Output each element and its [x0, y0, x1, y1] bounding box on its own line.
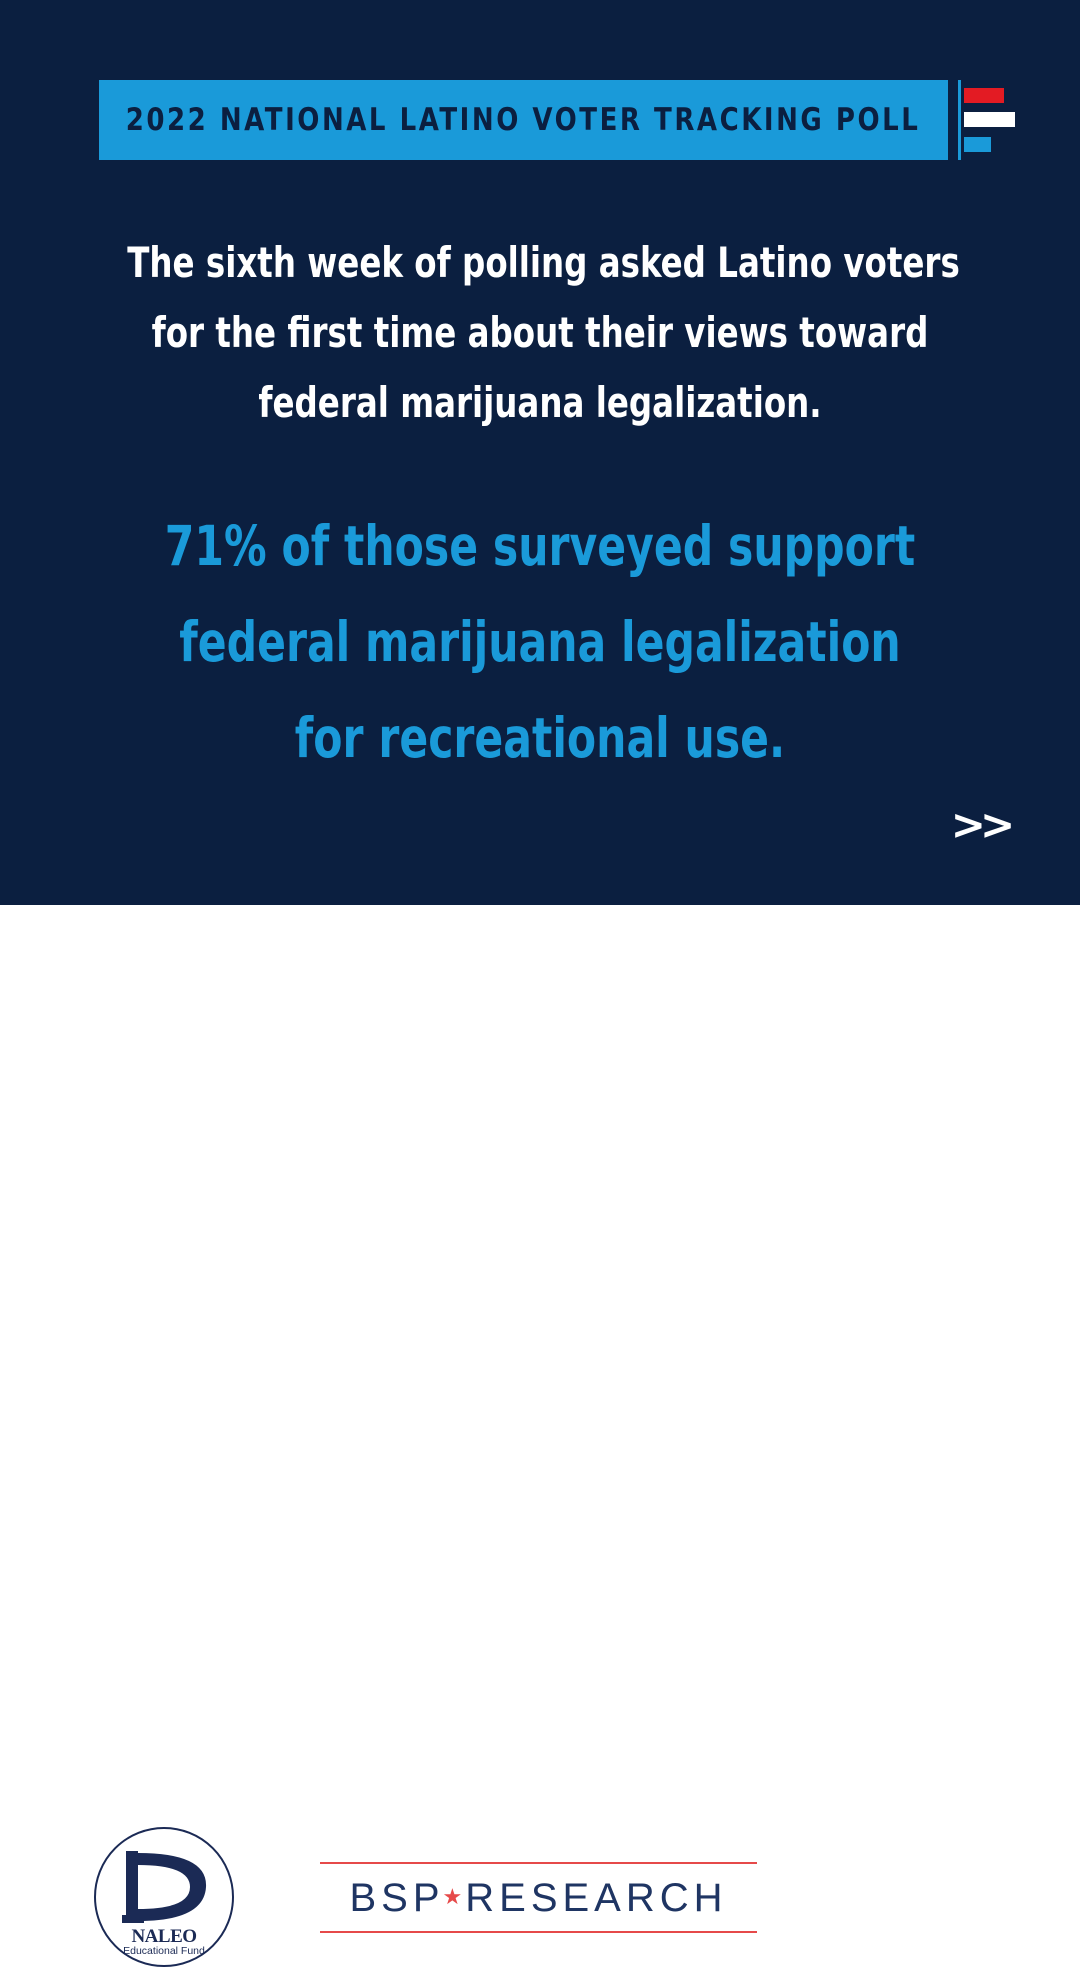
poll-card: 2022 NATIONAL LATINO VOTER TRACKING POLL… — [0, 0, 1080, 905]
flag-stripe-blue — [964, 137, 991, 152]
statistic-line: federal marijuana legalization — [179, 610, 901, 674]
headline-statistic: 71% of those surveyed support federal ma… — [60, 498, 1020, 786]
naleo-mark-icon — [122, 1851, 207, 1923]
bsp-top-rule — [320, 1862, 757, 1864]
intro-text: The sixth week of polling asked Latino v… — [60, 228, 1020, 438]
flag-divider — [958, 80, 961, 160]
bsp-research-logo: BSP★RESEARCH — [320, 1862, 757, 1933]
flag-stripe-red — [964, 88, 1004, 103]
footer: NALEO Educational Fund BSP★RESEARCH — [0, 905, 1080, 1967]
poll-title: 2022 NATIONAL LATINO VOTER TRACKING POLL — [126, 102, 921, 138]
naleo-subtitle: Educational Fund — [123, 1945, 205, 1957]
bsp-left-text: BSP — [349, 1876, 445, 1920]
intro-line: federal marijuana legalization. — [258, 378, 822, 427]
bsp-bottom-rule — [320, 1931, 757, 1933]
statistic-line: for recreational use. — [294, 706, 786, 770]
statistic-line: 71% of those surveyed support — [164, 514, 916, 578]
intro-line: The sixth week of polling asked Latino v… — [127, 238, 960, 287]
flag-stripe-white — [964, 112, 1015, 127]
poll-title-banner: 2022 NATIONAL LATINO VOTER TRACKING POLL — [99, 80, 948, 160]
star-icon: ★ — [442, 1884, 463, 1909]
intro-line: for the first time about their views tow… — [151, 308, 929, 357]
bsp-wordmark: BSP★RESEARCH — [320, 1876, 757, 1921]
naleo-logo: NALEO Educational Fund — [94, 1827, 234, 1967]
bsp-right-text: RESEARCH — [465, 1876, 728, 1920]
next-slide-arrow[interactable]: >> — [950, 800, 1015, 849]
